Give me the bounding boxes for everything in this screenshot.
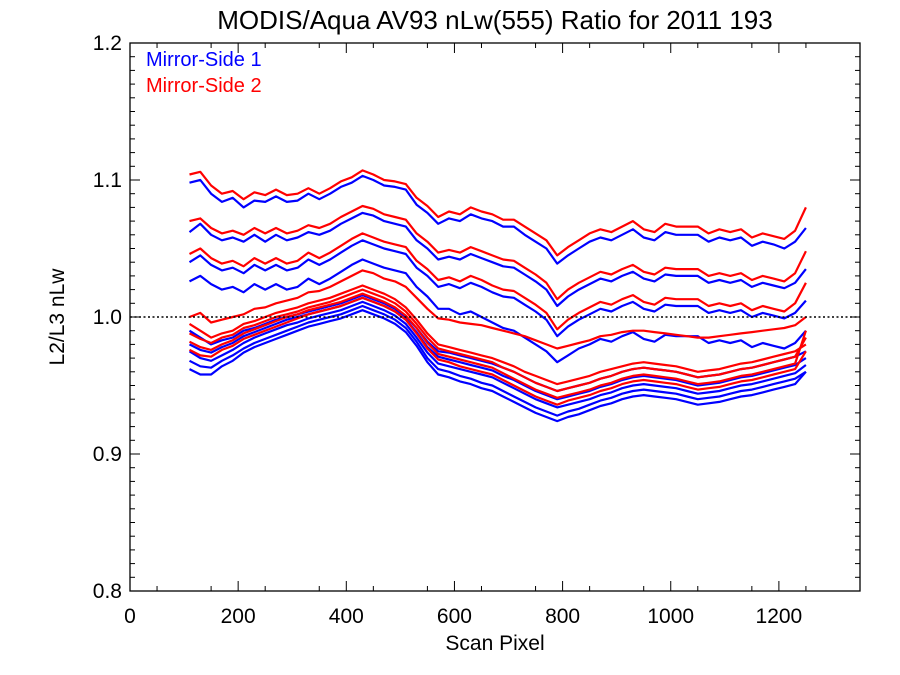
series-line [189, 169, 807, 257]
series-line [189, 296, 807, 406]
series-line [189, 204, 807, 301]
x-tick-label: 1000 [647, 605, 694, 628]
x-tick-label: 400 [329, 605, 364, 628]
series-line [189, 309, 807, 423]
data-lines [188, 169, 807, 423]
y-tick-label: 1.1 [93, 169, 122, 192]
chart-title: MODIS/Aqua AV93 nLw(555) Ratio for 2011 … [217, 5, 772, 35]
y-tick-label: 1.0 [93, 306, 122, 329]
series-line [189, 232, 807, 331]
series-line [189, 258, 807, 364]
series-line [189, 292, 807, 399]
y-tick-label: 0.8 [93, 580, 122, 603]
y-tick-label: 1.2 [93, 32, 122, 55]
x-tick-label: 600 [437, 605, 472, 628]
x-tick-label: 200 [221, 605, 256, 628]
y-tick-label: 0.9 [93, 443, 122, 466]
series-line [188, 284, 807, 386]
series-line [189, 269, 807, 350]
x-axis-label: Scan Pixel [445, 632, 544, 655]
series-line [189, 288, 807, 393]
legend: Mirror-Side 1 Mirror-Side 2 [146, 49, 262, 97]
x-tick-label: 0 [124, 605, 136, 628]
legend-entry: Mirror-Side 1 [146, 49, 262, 71]
x-tick-label: 1200 [756, 605, 803, 628]
series-line [189, 296, 807, 401]
series-line [188, 211, 807, 308]
series-line [189, 174, 807, 265]
x-axis: 0 200 400 600 800 1000 1200 [124, 43, 807, 628]
y-axis-label: L2/L3 nLw [46, 268, 69, 366]
legend-entry: Mirror-Side 2 [146, 75, 262, 97]
series-line [188, 300, 807, 409]
series-line [189, 304, 807, 417]
y-axis: 0.8 0.9 1.0 1.1 1.2 [93, 32, 860, 603]
series-line [188, 239, 807, 338]
x-tick-label: 800 [545, 605, 580, 628]
